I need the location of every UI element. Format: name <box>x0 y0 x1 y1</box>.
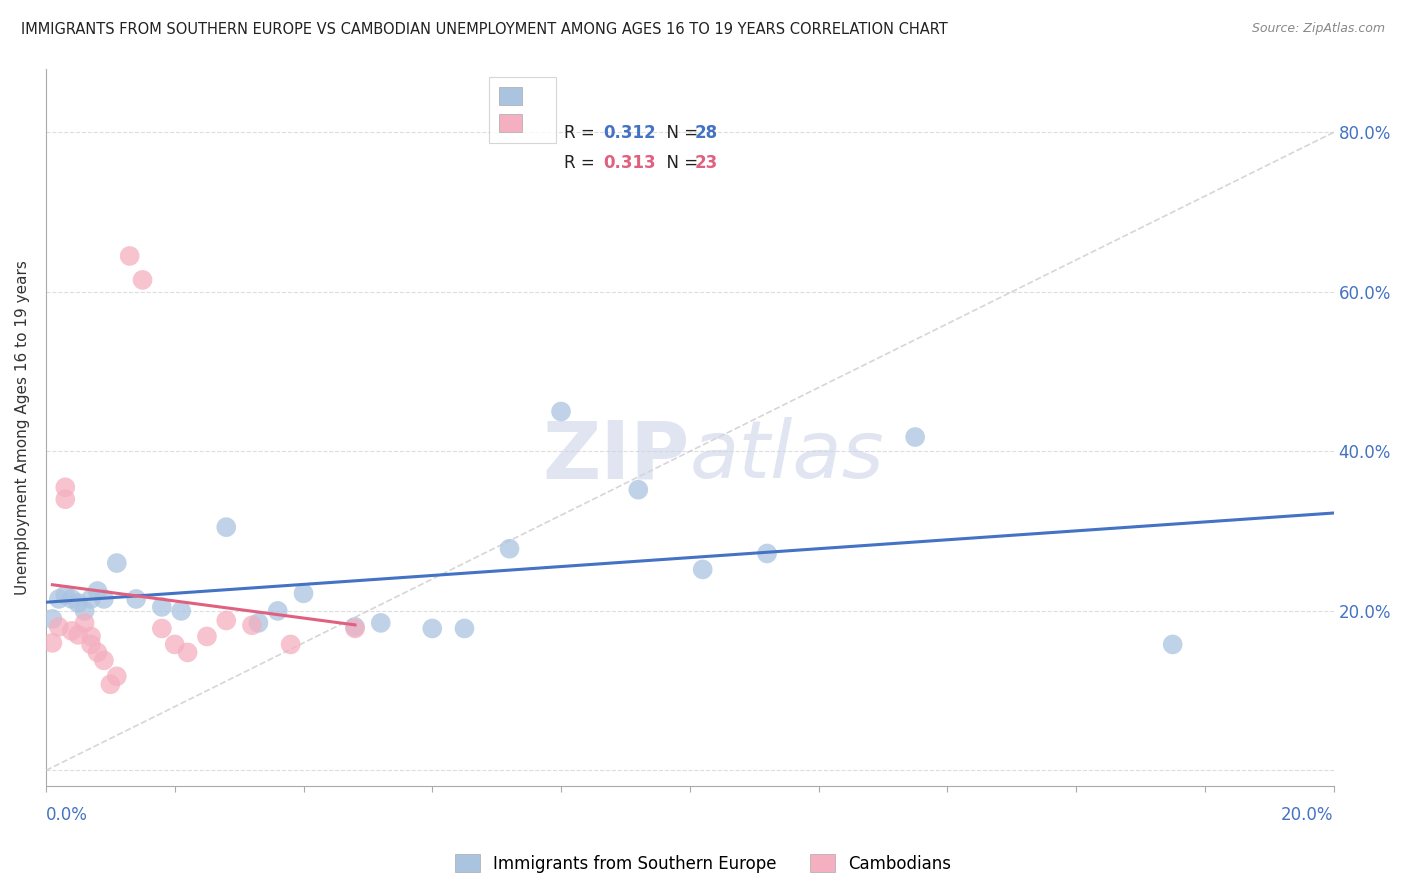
Point <box>150 599 173 614</box>
Point <box>48 620 70 634</box>
Point <box>98 677 121 691</box>
Point <box>420 622 443 636</box>
Point <box>267 604 290 618</box>
Point <box>80 630 103 644</box>
Point <box>195 630 218 644</box>
Point <box>60 591 83 606</box>
Point <box>370 615 392 630</box>
Point <box>498 541 520 556</box>
Point <box>131 273 153 287</box>
Point <box>41 636 63 650</box>
Point <box>67 628 90 642</box>
Point <box>125 591 148 606</box>
Point <box>93 653 115 667</box>
Point <box>105 556 128 570</box>
Text: R =: R = <box>564 124 600 142</box>
Point <box>247 615 270 630</box>
Point <box>215 520 238 534</box>
Point <box>73 615 96 630</box>
Text: atlas: atlas <box>690 417 884 495</box>
Text: N =: N = <box>655 154 703 172</box>
Point <box>80 637 103 651</box>
Text: Source: ZipAtlas.com: Source: ZipAtlas.com <box>1251 22 1385 36</box>
Text: 23: 23 <box>695 154 718 172</box>
Point <box>53 492 76 507</box>
Point <box>343 622 366 636</box>
Point <box>163 637 186 651</box>
Point <box>240 618 263 632</box>
Legend: Immigrants from Southern Europe, Cambodians: Immigrants from Southern Europe, Cambodi… <box>449 847 957 880</box>
Point <box>692 562 714 576</box>
Point <box>105 669 128 683</box>
Point <box>280 637 302 651</box>
Point <box>86 645 108 659</box>
Point <box>93 591 115 606</box>
Point <box>550 404 572 418</box>
Point <box>41 612 63 626</box>
Text: 28: 28 <box>695 124 718 142</box>
Point <box>343 620 366 634</box>
Text: 0.313: 0.313 <box>603 154 657 172</box>
Point <box>53 480 76 494</box>
Point <box>453 622 475 636</box>
Y-axis label: Unemployment Among Ages 16 to 19 years: Unemployment Among Ages 16 to 19 years <box>15 260 30 595</box>
Point <box>170 604 193 618</box>
Point <box>118 249 141 263</box>
Text: 0.312: 0.312 <box>603 124 657 142</box>
Point <box>80 591 103 606</box>
Point <box>48 591 70 606</box>
Text: N =: N = <box>655 124 703 142</box>
Point <box>60 624 83 638</box>
Point <box>53 588 76 602</box>
Point <box>67 596 90 610</box>
Legend:   ,   : , <box>489 77 555 143</box>
Text: IMMIGRANTS FROM SOUTHERN EUROPE VS CAMBODIAN UNEMPLOYMENT AMONG AGES 16 TO 19 YE: IMMIGRANTS FROM SOUTHERN EUROPE VS CAMBO… <box>21 22 948 37</box>
Text: ZIP: ZIP <box>543 417 690 495</box>
Text: 20.0%: 20.0% <box>1281 806 1334 824</box>
Text: R =: R = <box>564 154 600 172</box>
Point <box>756 547 779 561</box>
Point <box>627 483 650 497</box>
Point <box>904 430 927 444</box>
Text: 0.0%: 0.0% <box>46 806 87 824</box>
Point <box>73 604 96 618</box>
Point <box>176 645 198 659</box>
Point <box>292 586 315 600</box>
Point <box>86 584 108 599</box>
Point <box>1161 637 1184 651</box>
Point <box>150 622 173 636</box>
Point <box>215 614 238 628</box>
